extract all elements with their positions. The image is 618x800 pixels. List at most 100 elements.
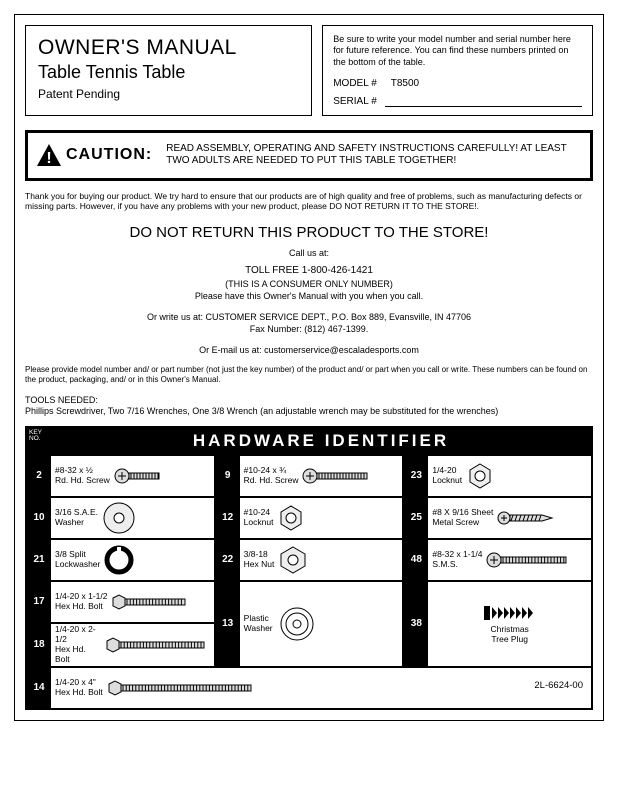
- hw-text: 1/4-20 x 1-1/2Hex Hd. Bolt: [55, 592, 107, 612]
- hw-desc: 1/4-20 x 1-1/2Hex Hd. Bolt: [51, 582, 214, 622]
- hw-bottom-row: 14 1/4-20 x 4"Hex Hd. Bolt 2L-6624-00: [27, 666, 591, 708]
- hw-text: 1/4-20Locknut: [432, 466, 462, 486]
- hex-bolt-med-icon: [105, 637, 210, 653]
- sms-screw-icon: [486, 552, 571, 568]
- email-us: Or E-mail us at: customerservice@escalad…: [25, 344, 593, 357]
- hw-text: #8-32 x ½Rd. Hd. Screw: [55, 466, 110, 486]
- svg-text:!: !: [46, 150, 51, 167]
- hardware-table: KEYNO. HARDWARE IDENTIFIER 2 #8-32 x ½Rd…: [25, 426, 593, 710]
- title-line2: Table Tennis Table: [38, 62, 299, 83]
- title-line3: Patent Pending: [38, 87, 299, 101]
- caution-box: ! CAUTION: READ ASSEMBLY, OPERATING AND …: [25, 130, 593, 181]
- hw-washer-cell: 13 PlasticWasher: [216, 582, 403, 666]
- hw-text: #8-32 x 1-1/4S.M.S.: [432, 550, 482, 570]
- contact-block: DO NOT RETURN THIS PRODUCT TO THE STORE!…: [25, 222, 593, 357]
- locknut-icon: [466, 462, 494, 490]
- caution-left: ! CAUTION:: [36, 143, 152, 167]
- hw-key: 25: [404, 498, 428, 538]
- tools-label: TOOLS NEEDED:: [25, 395, 593, 407]
- hw-cell: 48 #8-32 x 1-1/4S.M.S.: [404, 540, 591, 582]
- model-note: Be sure to write your model number and s…: [333, 34, 582, 68]
- toll-free: TOLL FREE 1-800-426-1421: [25, 264, 593, 278]
- hw-desc: ChristmasTree Plug: [428, 582, 591, 666]
- hw-key: 14: [27, 668, 51, 708]
- tools-text: Phillips Screwdriver, Two 7/16 Wrenches,…: [25, 406, 593, 418]
- have-manual: Please have this Owner's Manual with you…: [25, 290, 593, 303]
- provide-note: Please provide model number and/ or part…: [25, 365, 593, 385]
- hw-text: 1/4-20 x 2-1/2Hex Hd. Bolt: [55, 625, 101, 664]
- hw-cell: 9 #10-24 x ¾Rd. Hd. Screw: [216, 456, 403, 498]
- title-box: OWNER'S MANUAL Table Tennis Table Patent…: [25, 25, 312, 116]
- fax-number: Fax Number: (812) 467-1399.: [25, 323, 593, 336]
- thank-you-text: Thank you for buying our product. We try…: [25, 191, 593, 212]
- hw-text: 3/8-18Hex Nut: [244, 550, 275, 570]
- serial-label: SERIAL #: [333, 96, 377, 107]
- hw-key: 2: [27, 456, 51, 496]
- tree-plug-label: ChristmasTree Plug: [491, 625, 529, 645]
- write-us: Or write us at: CUSTOMER SERVICE DEPT., …: [25, 311, 593, 324]
- hw-key: 21: [27, 540, 51, 580]
- doc-number: 2L-6624-00: [351, 668, 591, 708]
- hw-desc: 3/8-18Hex Nut: [240, 540, 403, 580]
- hw-col-1: 2 #8-32 x ½Rd. Hd. Screw 10 3/16 S.A.E.W…: [27, 456, 216, 666]
- hw-key: 23: [404, 456, 428, 496]
- hw-desc: 1/4-20Locknut: [428, 456, 591, 496]
- consumer-only: (THIS IS A CONSUMER ONLY NUMBER): [25, 278, 593, 291]
- hw-key: 12: [216, 498, 240, 538]
- hw-desc: 1/4-20 x 2-1/2Hex Hd. Bolt: [51, 624, 214, 666]
- screw-med-icon: [302, 468, 374, 484]
- locknut-icon: [277, 504, 305, 532]
- title-line1: OWNER'S MANUAL: [38, 36, 299, 60]
- page-frame: OWNER'S MANUAL Table Tennis Table Patent…: [14, 14, 604, 721]
- call-us-label: Call us at:: [25, 247, 593, 260]
- key-no-header: KEYNO.: [27, 428, 51, 456]
- hw-text: #10-24 x ¾Rd. Hd. Screw: [244, 466, 299, 486]
- hw-desc: 3/8 SplitLockwasher: [51, 540, 214, 580]
- header-row: OWNER'S MANUAL Table Tennis Table Patent…: [25, 25, 593, 116]
- hw-key: 10: [27, 498, 51, 538]
- hardware-title: HARDWARE IDENTIFIER: [51, 428, 591, 456]
- model-label: MODEL #: [333, 78, 377, 89]
- serial-blank-line: [385, 95, 582, 107]
- model-box: Be sure to write your model number and s…: [322, 25, 593, 116]
- hw-treeplug-cell: 38 ChristmasTree Plug: [404, 582, 591, 666]
- return-warning: DO NOT RETURN THIS PRODUCT TO THE STORE!: [25, 222, 593, 243]
- hw-text: #10-24Locknut: [244, 508, 274, 528]
- plastic-washer-icon: [279, 606, 315, 642]
- caution-text: READ ASSEMBLY, OPERATING AND SAFETY INST…: [166, 143, 578, 168]
- plastic-washer-label: PlasticWasher: [244, 614, 273, 634]
- hw-key: 38: [404, 582, 428, 666]
- hw-desc: PlasticWasher: [240, 582, 403, 666]
- screw-short-icon: [114, 468, 174, 484]
- model-row: MODEL # T8500: [333, 78, 582, 89]
- hw-cell: 12 #10-24Locknut: [216, 498, 403, 540]
- hw-desc: #10-24 x ¾Rd. Hd. Screw: [240, 456, 403, 496]
- hw-cell: 22 3/8-18Hex Nut: [216, 540, 403, 582]
- hw-desc: #10-24Locknut: [240, 498, 403, 538]
- hw-col-2: 9 #10-24 x ¾Rd. Hd. Screw 12 #10-24Lockn…: [216, 456, 405, 666]
- hw-cell: 17 1/4-20 x 1-1/2Hex Hd. Bolt: [27, 582, 214, 624]
- hw-desc: 3/16 S.A.E.Washer: [51, 498, 214, 538]
- hw-key: 48: [404, 540, 428, 580]
- warning-triangle-icon: !: [36, 143, 62, 167]
- hw-cell: 23 1/4-20Locknut: [404, 456, 591, 498]
- hw-key: 22: [216, 540, 240, 580]
- hw-text: #8 X 9/16 SheetMetal Screw: [432, 508, 493, 528]
- split-washer-icon: [104, 545, 134, 575]
- hardware-header-row: KEYNO. HARDWARE IDENTIFIER: [27, 428, 591, 456]
- hw-text: 1/4-20 x 4"Hex Hd. Bolt: [55, 678, 103, 698]
- serial-row: SERIAL #: [333, 95, 582, 107]
- hw-text: 3/8 SplitLockwasher: [55, 550, 100, 570]
- hw-desc: 1/4-20 x 4"Hex Hd. Bolt: [51, 668, 351, 708]
- tree-plug-icon: [482, 603, 537, 623]
- hw-key: 9: [216, 456, 240, 496]
- hw-desc: #8 X 9/16 SheetMetal Screw: [428, 498, 591, 538]
- hex-bolt-short-icon: [111, 594, 201, 610]
- sheet-screw-icon: [497, 510, 557, 526]
- hw-cell: 14 1/4-20 x 4"Hex Hd. Bolt: [27, 668, 351, 708]
- hw-key: 13: [216, 582, 240, 666]
- hardware-grid: 2 #8-32 x ½Rd. Hd. Screw 10 3/16 S.A.E.W…: [27, 456, 591, 666]
- hex-bolt-long-icon: [107, 680, 257, 696]
- hw-col-3: 23 1/4-20Locknut 25 #8 X 9/16 SheetMetal…: [404, 456, 591, 666]
- hw-cell: 2 #8-32 x ½Rd. Hd. Screw: [27, 456, 214, 498]
